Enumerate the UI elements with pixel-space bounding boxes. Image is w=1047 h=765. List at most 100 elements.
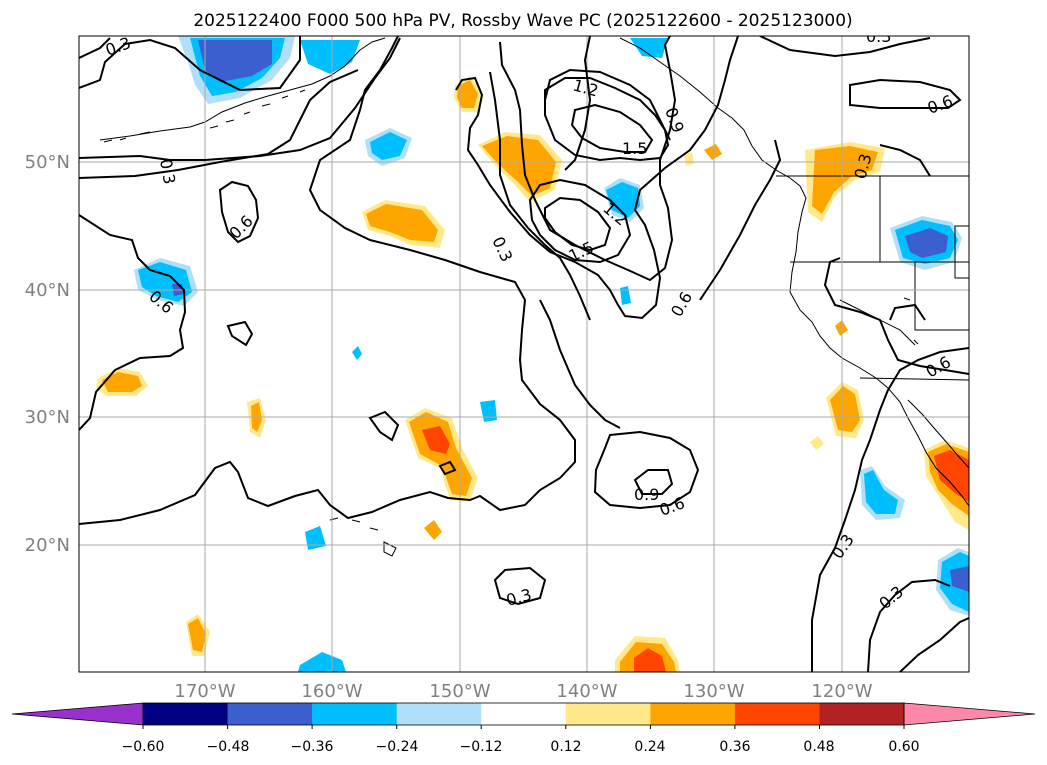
pv-contour-0.6 [889,303,926,321]
contour-label: 1.5 [622,139,647,158]
pv-contour-0.6 [699,139,782,301]
colorbar-extend-low [11,702,144,726]
map-frame [78,35,970,673]
pv-contour-1.5 [570,103,654,153]
colorbar-segment [819,703,905,725]
colorbar-tick-label: −0.12 [460,739,503,755]
colorbar-tick-label: 0.36 [719,739,750,755]
pv-contour-0.6 [368,410,400,442]
longitude-labels: 170°W 160°W 150°W 140°W 130°W 120°W [174,681,872,702]
island [903,297,919,345]
pv-contour-0.3 [79,37,111,59]
negative-anomaly [352,346,362,360]
lat-label: 30°N [25,407,70,428]
pv-contour-0.6 [823,257,969,375]
aleutian-islands [103,89,306,143]
gulf-of-california-coast [907,399,969,469]
lat-label: 50°N [25,152,70,173]
negative-anomaly [305,526,326,550]
hawaiian-islands [329,517,397,557]
lon-label: 150°W [429,681,490,702]
pv-contour-0.3 [455,36,739,320]
colorbar-segment [565,703,651,725]
contour-label: 0.3 [866,27,891,46]
colorbar-segment [734,703,820,725]
positive-anomaly [188,618,206,652]
pv-anomaly-shading [96,36,969,672]
lon-label: 170°W [174,681,235,702]
lon-label: 140°W [556,681,617,702]
state-border [859,377,969,381]
state-border [954,225,969,279]
alaska-coast [359,37,386,51]
lon-label: 120°W [811,681,872,702]
positive-anomaly [422,426,450,454]
map-panel: 0.3 0.3 0.3 0.3 0.3 0.3 0.3 0.3 0.6 0.6 … [79,27,969,672]
negative-anomaly [905,228,948,258]
colorbar-segments [11,702,1036,729]
positive-anomaly [366,204,438,242]
lon-label: 160°W [301,681,362,702]
pv-contour-0.6 [499,36,677,282]
colorbar-segment [650,703,736,725]
colorbar-tick-label: 0.60 [888,739,919,755]
pv-contour-0.9 [633,469,674,495]
positive-anomaly [810,436,824,450]
negative-anomaly [864,470,898,514]
pv-contour-0.3 [879,144,931,177]
colorbar-segment [143,703,229,725]
colorbar-ticks: −0.60 −0.48 −0.36 −0.24 −0.12 0.12 0.24 … [122,739,920,755]
pv-contour-0.6 [539,299,621,429]
colorbar-tick-label: 0.24 [634,739,665,755]
contour-label: 0.3 [156,157,179,185]
pv-contour-0.3 [759,36,931,58]
negative-anomaly [950,566,969,592]
pv-contour-0.6 [593,430,700,510]
colorbar-segment [312,703,398,725]
positive-anomaly [424,520,442,540]
pv-contour-0.3 [79,69,359,179]
pv-contour-0.3 [899,617,969,672]
positive-anomaly [812,146,878,214]
lat-label: 40°N [25,280,70,301]
colorbar-extend-high [903,702,1036,726]
colorbar-frame [142,702,905,726]
pv-contour-0.3 [811,347,969,672]
pv-contour-0.6 [438,460,457,476]
coastlines [99,37,969,557]
pv-contour-0.3 [79,36,576,525]
colorbar-tick-label: 0.48 [803,739,834,755]
alaska-peninsula-coast [99,49,361,141]
positive-anomaly [830,386,860,432]
colorbar-segment [396,703,482,725]
colorbar-tick-label: −0.36 [291,739,334,755]
negative-anomaly [298,652,346,672]
pv-contour-1.2 [544,77,670,162]
negative-anomaly [198,40,272,82]
contour-label: 0.3 [103,33,133,60]
lon-label: 130°W [683,681,744,702]
colorbar: −0.60 −0.48 −0.36 −0.24 −0.12 0.12 0.24 … [11,702,1036,755]
colorbar-segment [481,703,567,725]
pv-contour-1.5 [544,196,612,252]
figure-title: 2025122400 F000 500 hPa PV, Rossby Wave … [193,11,852,31]
colorbar-tick-label: −0.24 [376,739,419,755]
bc-coast [619,37,807,213]
positive-anomaly [634,648,666,672]
pv-contours [79,36,969,672]
negative-anomaly [630,38,668,58]
colorbar-tick-label: 0.12 [550,739,581,755]
positive-anomaly [102,372,142,392]
colorbar-tick-label: −0.60 [122,739,165,755]
contour-label: 0.9 [634,485,659,504]
positive-anomaly [704,144,722,160]
graticule [79,36,969,672]
pv-contour-0.3 [867,578,951,672]
positive-anomaly [457,80,478,108]
negative-anomaly [620,286,631,305]
state-border [914,262,969,331]
pv-contour-1.2 [528,178,632,264]
pv-contour-0.6 [849,78,962,109]
latitude-labels: 50°N 40°N 30°N 20°N [25,152,70,556]
pv-contour-0.3 [564,36,592,171]
